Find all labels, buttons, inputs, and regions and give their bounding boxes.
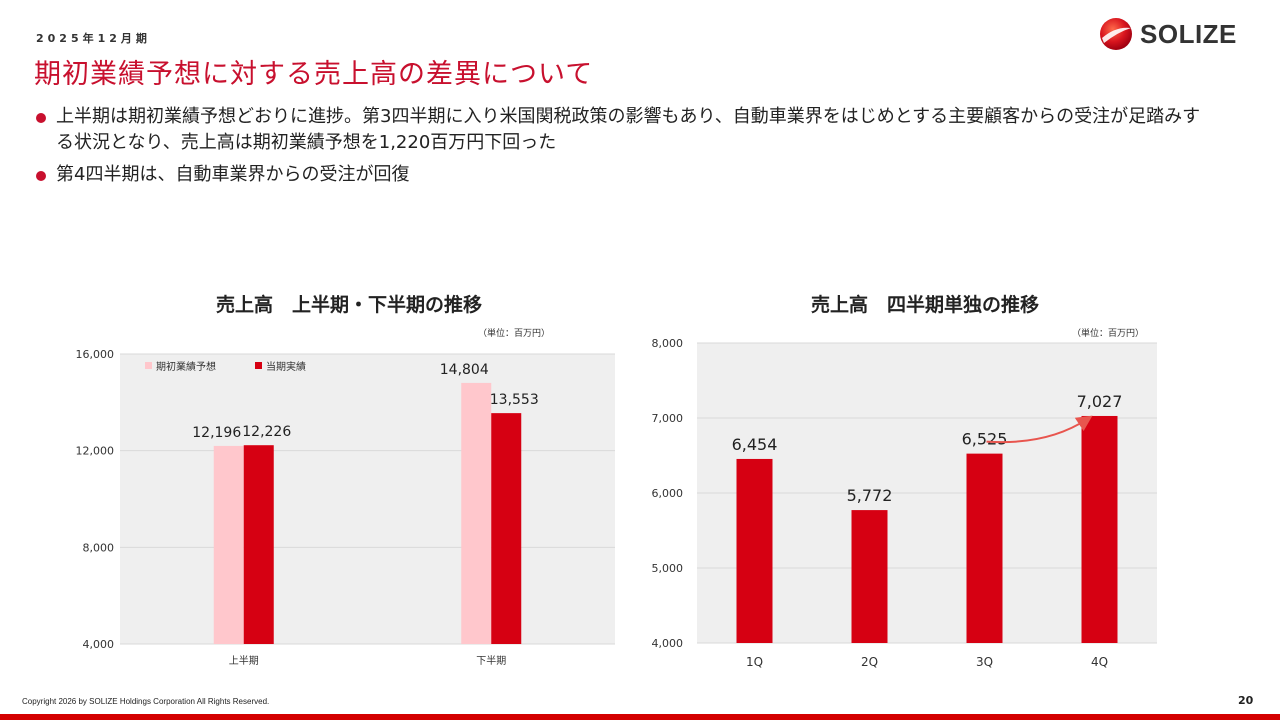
- x-tick-label: 4Q: [1091, 655, 1108, 669]
- bullet-item: 上半期は期初業績予想どおりに進捗。第3四半期に入り米国関税政策の影響もあり、自動…: [36, 104, 1216, 156]
- solize-logo-icon: [1100, 18, 1132, 50]
- bullet-list: 上半期は期初業績予想どおりに進捗。第3四半期に入り米国関税政策の影響もあり、自動…: [36, 104, 1216, 194]
- data-label: 12,196: [192, 425, 241, 441]
- page-title: 期初業績予想に対する売上高の差異について: [34, 59, 594, 90]
- data-label: 6,454: [732, 435, 778, 454]
- y-tick-label: 6,000: [652, 487, 684, 500]
- legend-swatch: [145, 362, 152, 369]
- half-year-sales-chart: 4,000 8,000 12,000 16,000 12,196 12,226 上半期 14,…: [76, 348, 615, 667]
- legend-swatch: [255, 362, 262, 369]
- bar: [966, 453, 1003, 643]
- fiscal-period-label: 2025年12月期: [36, 32, 151, 45]
- y-tick-label: 4,000: [652, 637, 684, 650]
- bar: [491, 413, 522, 644]
- copyright-text: Copyright 2026 by SOLIZE Holdings Corpor…: [22, 697, 270, 706]
- bar: [243, 445, 274, 644]
- company-logo: SOLIZE: [1098, 16, 1237, 52]
- bottom-accent-bar: [0, 714, 1280, 720]
- quarterly-sales-chart: 4,000 5,000 6,000 7,000 8,000 6,454 1Q 5,772 2Q 6…: [652, 337, 1157, 669]
- x-tick-label: 1Q: [746, 655, 763, 669]
- data-label: 6,525: [962, 430, 1008, 449]
- chart2-unit: （単位：百万円）: [1072, 329, 1145, 339]
- x-tick-label: 下半期: [476, 654, 506, 667]
- bullet-item: 第4四半期は、自動車業界からの受注が回復: [36, 162, 1216, 188]
- y-tick-label: 5,000: [652, 562, 684, 575]
- y-tick-label: 4,000: [83, 638, 115, 651]
- chart2-title: 売上高 四半期単独の推移: [810, 294, 1039, 316]
- y-tick-label: 16,000: [76, 348, 115, 361]
- plot-area: [120, 354, 615, 644]
- logo-text: SOLIZE: [1140, 18, 1237, 49]
- legend-label: 当期実績: [266, 360, 306, 373]
- chart1-title: 売上高 上半期・下半期の推移: [215, 294, 482, 316]
- legend-label: 期初業績予想: [156, 360, 216, 373]
- data-label: 13,553: [490, 392, 539, 408]
- growth-arrow: [986, 415, 1093, 444]
- y-tick-label: 8,000: [652, 337, 684, 350]
- x-tick-label: 3Q: [976, 655, 993, 669]
- page-number: 20: [1238, 694, 1254, 707]
- bar: [851, 510, 888, 643]
- bar: [1081, 415, 1118, 643]
- bar: [736, 458, 773, 643]
- data-label: 12,226: [242, 424, 291, 440]
- y-tick-label: 8,000: [83, 541, 115, 554]
- x-tick-label: 上半期: [229, 654, 259, 667]
- y-tick-label: 7,000: [652, 412, 684, 425]
- y-tick-label: 12,000: [76, 445, 115, 458]
- bar: [461, 382, 492, 644]
- data-label: 14,804: [440, 362, 489, 378]
- data-label: 5,772: [847, 486, 893, 505]
- bar: [213, 445, 244, 644]
- x-tick-label: 2Q: [861, 655, 878, 669]
- data-label: 7,027: [1077, 392, 1123, 411]
- chart1-unit: （単位：百万円）: [478, 329, 551, 339]
